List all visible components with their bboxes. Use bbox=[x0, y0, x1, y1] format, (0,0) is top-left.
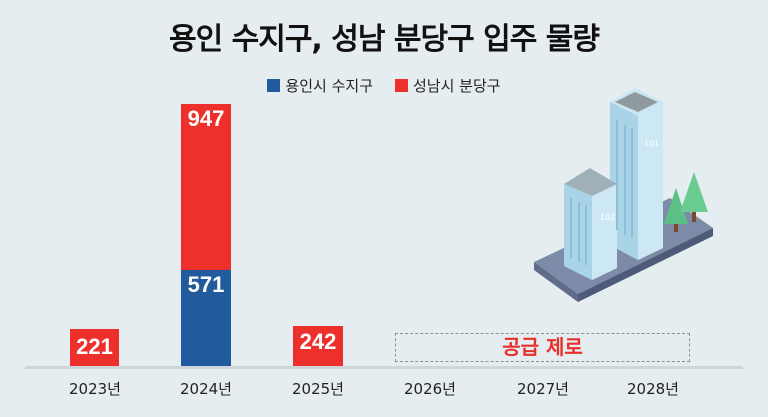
building-label-101: 101 bbox=[644, 139, 659, 148]
chart-title: 용인 수지구, 성남 분당구 입주 물량 bbox=[168, 22, 600, 57]
bar-2024-suji: 571 bbox=[181, 270, 231, 367]
x-tick: 2026년 bbox=[404, 380, 456, 398]
legend-swatch-blue bbox=[267, 79, 281, 92]
bar-2025-bundang: 242 bbox=[293, 326, 343, 367]
zero-supply-label: 공급 제로 bbox=[502, 335, 583, 359]
legend: 용인시 수지구 성남시 분당구 bbox=[0, 75, 768, 96]
legend-label: 용인시 수지구 bbox=[285, 77, 373, 95]
legend-item-suji: 용인시 수지구 bbox=[267, 75, 373, 96]
bar-2023-bundang: 221 bbox=[70, 329, 119, 367]
legend-swatch-red bbox=[395, 79, 408, 92]
x-tick: 2025년 bbox=[292, 380, 344, 398]
x-tick: 2027년 bbox=[517, 380, 569, 398]
building-label-102: 102 bbox=[600, 213, 615, 222]
bar-value: 571 bbox=[187, 272, 225, 297]
bar-value: 947 bbox=[187, 106, 225, 131]
building-illustration-icon: 101 102 bbox=[534, 88, 713, 302]
x-axis-line bbox=[25, 366, 743, 369]
legend-label: 성남시 분당구 bbox=[413, 77, 501, 95]
x-tick: 2028년 bbox=[627, 380, 679, 398]
x-tick: 2023년 bbox=[69, 380, 121, 398]
legend-item-bundang: 성남시 분당구 bbox=[395, 75, 501, 96]
zero-supply-box: 공급 제로 bbox=[395, 333, 690, 362]
x-tick: 2024년 bbox=[180, 380, 232, 398]
bar-value: 242 bbox=[299, 329, 337, 354]
bar-value: 221 bbox=[76, 334, 113, 359]
bar-2024-bundang: 947 bbox=[181, 104, 231, 270]
